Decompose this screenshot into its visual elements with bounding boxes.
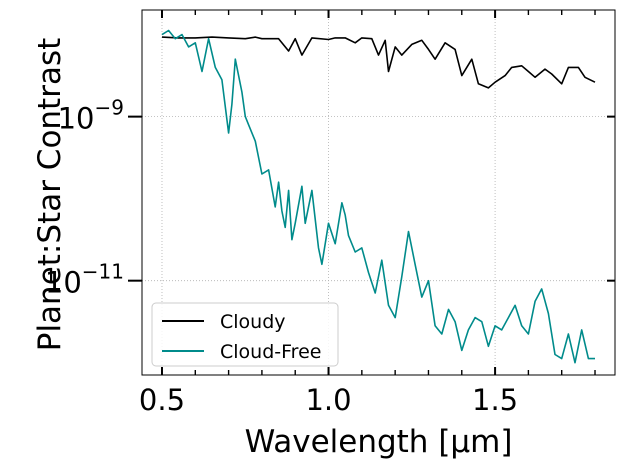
y-axis-label: Planet:Star Contrast [32, 38, 68, 352]
y-tick-label: 10−9 [58, 96, 124, 136]
axis-ticks: 0.5 1.0 1.5 10−9 10−11 [45, 10, 615, 417]
plot-lines [161, 29, 596, 364]
legend-label: Cloud-Free [220, 341, 321, 363]
y-tick-label: 10−11 [45, 260, 124, 300]
legend: Cloudy Cloud-Free [151, 302, 339, 367]
x-tick-label: 1.0 [305, 383, 351, 417]
grid [142, 10, 615, 375]
x-axis-label: Wavelength [μm] [245, 424, 513, 460]
legend-label: Cloudy [220, 311, 286, 333]
series-line-cloud-free [161, 29, 595, 364]
x-tick-label: 0.5 [139, 383, 185, 417]
series-line-cloudy [161, 36, 596, 89]
plot-frame [141, 9, 616, 376]
x-tick-label: 1.5 [472, 383, 518, 417]
